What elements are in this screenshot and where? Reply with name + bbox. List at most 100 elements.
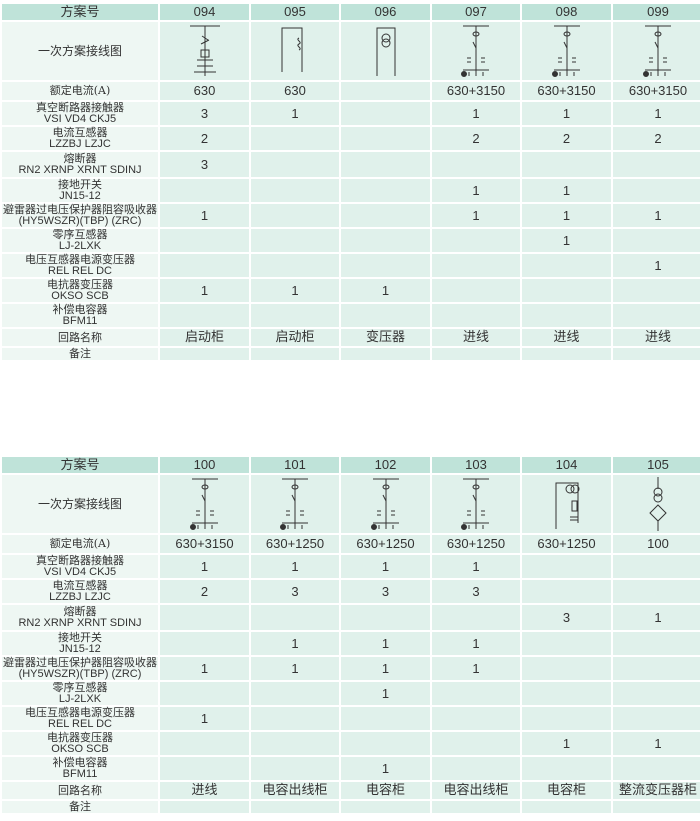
row-label: 补偿电容器 BFM11 xyxy=(0,302,160,329)
scheme-number: 100 xyxy=(158,455,251,475)
component-quantity: 2 xyxy=(611,125,700,152)
component-quantity xyxy=(520,578,613,605)
component-name: 熔断器 xyxy=(63,605,97,618)
scheme-number: 094 xyxy=(158,2,251,22)
component-quantity xyxy=(430,252,522,279)
circuit-name: 启动柜 xyxy=(249,327,341,348)
component-quantity: 1 xyxy=(158,705,251,732)
row-label: 电抗器变压器 OKSO SCB xyxy=(0,730,160,757)
component-model: LJ-2LXK xyxy=(58,693,102,705)
component-quantity xyxy=(520,655,613,682)
component-name: 电流互感器 xyxy=(52,126,108,139)
rated-current: 630+3150 xyxy=(520,80,613,102)
row-label: 熔断器 RN2 XRNP XRNT SDINJ xyxy=(0,150,160,179)
circuit-name: 电容柜 xyxy=(339,780,432,801)
row-label: 电压互感器电源变压器 REL REL DC xyxy=(0,252,160,279)
wiring-diagram-icon xyxy=(555,482,579,529)
component-quantity: 1 xyxy=(339,680,432,707)
component-quantity xyxy=(611,177,700,204)
component-quantity xyxy=(520,755,613,782)
circuit-name: 进线 xyxy=(158,780,251,801)
component-name: 电抗器变压器 xyxy=(47,731,113,744)
row-label-name: 回路名称 xyxy=(58,783,102,797)
component-row: 电抗器变压器 OKSO SCB 1 1 1 xyxy=(0,277,700,304)
component-quantity: 1 xyxy=(339,755,432,782)
component-quantity xyxy=(339,603,432,632)
component-quantity xyxy=(520,553,613,580)
row-label-scheme: 方案号 xyxy=(0,2,160,22)
component-model: LJ-2LXK xyxy=(58,240,102,252)
component-quantity: 1 xyxy=(430,177,522,204)
component-name: 零序互感器 xyxy=(52,681,108,694)
component-quantity xyxy=(158,755,251,782)
component-row: 真空断路器接触器 VSI VD4 CKJ5 3 1 1 1 1 xyxy=(0,100,700,127)
component-quantity xyxy=(339,202,432,229)
component-model: BFM11 xyxy=(62,768,98,780)
row-label: 真空断路器接触器 VSI VD4 CKJ5 xyxy=(0,553,160,580)
wiring-diagram-icon xyxy=(643,25,671,77)
component-quantity xyxy=(339,125,432,152)
component-name: 真空断路器接触器 xyxy=(36,101,124,114)
component-quantity: 1 xyxy=(339,277,432,304)
rated-current: 630 xyxy=(249,80,341,102)
component-quantity xyxy=(520,302,613,329)
wiring-diagram xyxy=(339,20,432,82)
component-row: 电流互感器 LZZBJ LZJC 2 3 3 3 xyxy=(0,578,700,605)
component-name: 电抗器变压器 xyxy=(47,278,113,291)
component-row: 补偿电容器 BFM11 1 xyxy=(0,755,700,782)
rated-current: 630+1250 xyxy=(430,533,522,555)
wiring-diagram-icon xyxy=(461,25,489,77)
row-label: 避雷器过电压保护器阻容吸收器 (HY5WSZR)(TBP) (ZRC) xyxy=(0,202,160,229)
rated-current: 630+1250 xyxy=(249,533,341,555)
component-name: 避雷器过电压保护器阻容吸收器 xyxy=(3,203,157,216)
component-quantity xyxy=(339,227,432,254)
component-model: OKSO SCB xyxy=(51,743,109,755)
component-quantity xyxy=(339,302,432,329)
component-quantity xyxy=(611,302,700,329)
component-model: RN2 XRNP XRNT SDINJ xyxy=(18,617,142,629)
component-row: 零序互感器 LJ-2LXK 1 xyxy=(0,680,700,707)
component-quantity xyxy=(339,100,432,127)
diagram-row: 一次方案接线图 xyxy=(0,20,700,82)
component-quantity: 1 xyxy=(611,252,700,279)
row-label: 接地开关 JN15-12 xyxy=(0,177,160,204)
rated-current: 630+3150 xyxy=(430,80,522,102)
component-model: JN15-12 xyxy=(59,190,101,202)
component-name: 零序互感器 xyxy=(52,228,108,241)
component-model: REL REL DC xyxy=(48,718,112,730)
wiring-diagram xyxy=(520,20,613,82)
wiring-diagram xyxy=(430,20,522,82)
component-quantity xyxy=(249,252,341,279)
row-label: 补偿电容器 BFM11 xyxy=(0,755,160,782)
circuit-name-row: 回路名称 进线 电容出线柜 电容柜 电容出线柜 电容柜 整流变压器柜 xyxy=(0,780,700,801)
component-quantity xyxy=(249,125,341,152)
component-quantity xyxy=(158,630,251,657)
component-quantity: 1 xyxy=(339,655,432,682)
remark-row: 备注 xyxy=(0,799,700,815)
row-label: 零序互感器 LJ-2LXK xyxy=(0,680,160,707)
wiring-diagram-icon xyxy=(376,27,395,76)
wiring-diagram-icon xyxy=(649,477,667,531)
rated-current: 630+3150 xyxy=(158,533,251,555)
component-row: 接地开关 JN15-12 1 1 xyxy=(0,177,700,204)
component-quantity: 1 xyxy=(430,655,522,682)
scheme-number: 104 xyxy=(520,455,613,475)
component-quantity: 1 xyxy=(520,202,613,229)
row-label: 备注 xyxy=(0,346,160,362)
component-model: (HY5WSZR)(TBP) (ZRC) xyxy=(18,668,142,680)
wiring-diagram-icon xyxy=(281,27,303,72)
rated-current: 630 xyxy=(158,80,251,102)
rated-current xyxy=(339,80,432,102)
component-quantity: 1 xyxy=(430,202,522,229)
remark-cell xyxy=(611,799,700,815)
row-label: 零序互感器 LJ-2LXK xyxy=(0,227,160,254)
component-quantity: 1 xyxy=(339,553,432,580)
wiring-diagram xyxy=(611,473,700,535)
circuit-name: 变压器 xyxy=(339,327,432,348)
component-name: 电压互感器电源变压器 xyxy=(25,253,135,266)
component-quantity: 3 xyxy=(430,578,522,605)
component-row: 电流互感器 LZZBJ LZJC 2 2 2 2 xyxy=(0,125,700,152)
component-quantity xyxy=(249,603,341,632)
rated-current-row: 额定电流(A) 630 630 630+3150 630+3150 630+3150 xyxy=(0,80,700,102)
component-quantity: 1 xyxy=(520,177,613,204)
